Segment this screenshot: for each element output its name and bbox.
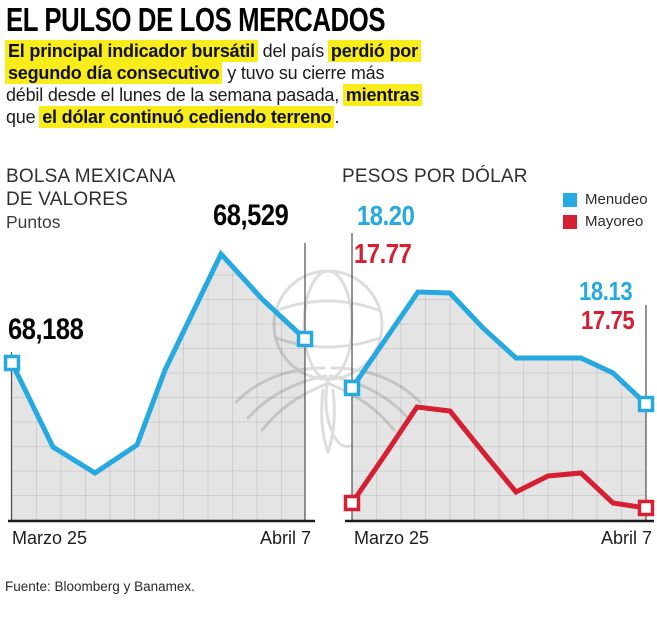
ipc-line (9, 249, 307, 476)
intro-highlight: el dólar continuó cediendo terreno (39, 106, 335, 128)
intro-plain: que (6, 107, 41, 127)
mayoreo-endpoint-marker (637, 499, 655, 517)
bolsa-area-fill (12, 254, 305, 520)
right-chart-title: PESOS POR DÓLAR (342, 166, 528, 187)
left-xaxis-end-label: Abril 7 (259, 528, 311, 548)
legend-label-mayoreo: Mayoreo (585, 213, 644, 230)
callout-mayoreo-end: 17.75 (581, 305, 635, 335)
left-xaxis-start-label: Marzo 25 (12, 528, 88, 548)
ipc-endpoint-marker (296, 330, 314, 348)
left-chart-title-line1: BOLSA MEXICANA (6, 166, 176, 187)
callout-bolsa-end: 68,529 (213, 199, 289, 232)
right-xaxis-start-label: Marzo 25 (354, 528, 430, 548)
intro-highlight: perdió por (327, 40, 421, 62)
left-chart-unit-label: Puntos (6, 212, 61, 232)
bolsa-chart (3, 243, 315, 523)
intro-plain: débil desde el lunes de la semana pasada… (6, 85, 344, 105)
intro-plain: y tuvo su cierre más (222, 63, 385, 83)
intro-plain: . (334, 107, 340, 127)
callout-bolsa-start: 68,188 (8, 313, 84, 346)
legend: Menudeo Mayoreo (563, 192, 648, 236)
page-title: EL PULSO DE LOS MERCADOS (6, 1, 492, 38)
dolar-area-fill (352, 292, 646, 520)
mayoreo-endpoint-marker (343, 494, 361, 512)
legend-item-menudeo: Menudeo (563, 192, 648, 207)
menudeo-swatch-icon (563, 192, 577, 207)
source-note: Fuente: Bloomberg y Banamex. (5, 579, 195, 594)
legend-label-menudeo: Menudeo (585, 191, 648, 208)
ipc-endpoint-marker (3, 354, 21, 372)
callout-menudeo-end: 18.13 (579, 276, 633, 306)
intro-highlight: segundo día consecutivo (5, 62, 223, 84)
left-chart-title: BOLSA MEXICANA DE VALORES (6, 165, 176, 211)
intro-plain: del país (257, 41, 329, 61)
callout-mayoreo-start: 17.77 (354, 238, 412, 269)
eagle-globe-watermark-icon (234, 269, 422, 454)
left-chart-title-line2: DE VALORES (6, 189, 129, 210)
dolar-chart (343, 233, 655, 523)
intro-text: El principal indicador bursátil del país… (5, 40, 566, 128)
intro-highlight: El principal indicador bursátil (5, 40, 258, 62)
intro-highlight: mientras (342, 84, 423, 106)
menudeo-line (349, 289, 648, 406)
callout-menudeo-start: 18.20 (357, 200, 415, 231)
menudeo-endpoint-marker (637, 395, 655, 413)
page-title-text: EL PULSO DE LOS MERCADOS (6, 1, 386, 38)
menudeo-endpoint-marker (343, 379, 361, 397)
mayoreo-swatch-icon (563, 214, 577, 229)
mayoreo-line (349, 404, 647, 511)
legend-item-mayoreo: Mayoreo (563, 214, 648, 229)
right-xaxis-end-label: Abril 7 (600, 528, 652, 548)
